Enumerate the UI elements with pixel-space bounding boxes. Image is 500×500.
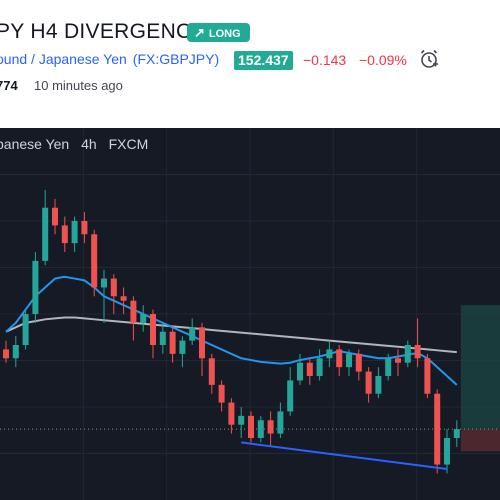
candle-body	[81, 221, 88, 235]
candle-body	[199, 327, 205, 359]
candle-body	[424, 358, 431, 394]
candle-body	[444, 438, 450, 465]
chart-plot[interactable]	[0, 128, 500, 500]
candle-body	[218, 384, 225, 403]
divergence-trendline	[241, 441, 448, 470]
posted-time: 10 minutes ago	[34, 78, 123, 93]
candle-body	[375, 376, 382, 394]
price-chart[interactable]	[0, 128, 500, 500]
badge-label: LONG	[208, 28, 241, 40]
ma-slow-line	[5, 316, 457, 354]
candle-body	[238, 415, 245, 425]
candle-body	[414, 345, 421, 359]
candle-body	[297, 362, 303, 381]
candle-body	[434, 393, 441, 465]
candle-body	[346, 353, 352, 368]
candle-body	[130, 300, 137, 323]
candle-body	[12, 345, 19, 359]
candle-body	[32, 260, 39, 314]
target-zone	[460, 305, 500, 430]
candle-body	[365, 371, 372, 394]
legend-interval: 4h	[81, 136, 97, 152]
candle-body	[208, 358, 215, 385]
candle-body	[42, 207, 49, 261]
arrow-up-right-icon: ↗	[194, 25, 205, 40]
candle-body	[277, 411, 284, 434]
candle-body	[316, 358, 323, 376]
legend-exchange: FXCM	[108, 136, 149, 152]
idea-title: PY H4 DIVERGENCE	[0, 20, 206, 43]
candle-body	[150, 314, 156, 345]
price-badge: 152.437	[234, 51, 293, 70]
candle-body	[228, 402, 235, 425]
ticker-link[interactable]: (FX:GBPJPY)	[132, 51, 220, 67]
candle-body	[287, 380, 294, 412]
candle-body	[189, 327, 196, 341]
candle-body	[3, 349, 9, 359]
symbol-name[interactable]: ound / Japanese Yen	[0, 51, 127, 67]
ma-fast-line	[5, 275, 458, 386]
candle-body	[385, 358, 392, 376]
long-badge: ↗ LONG	[187, 23, 250, 42]
candle-body	[71, 221, 78, 244]
candle-body	[169, 331, 176, 354]
price-change-percent: −0.09%	[359, 52, 407, 68]
candle-body	[404, 345, 411, 363]
candle-body	[306, 362, 313, 376]
view-count: 774	[0, 78, 18, 93]
idea-meta: 774 10 minutes ago	[0, 78, 123, 93]
candle-body	[453, 429, 460, 438]
candle-body	[91, 234, 98, 288]
candle-body	[159, 331, 166, 345]
candle-body	[248, 415, 254, 438]
candle-body	[101, 278, 107, 288]
candle-body	[395, 358, 401, 363]
candle-body	[326, 349, 333, 359]
candle-body	[179, 340, 186, 354]
legend-symbol: panese Yen	[0, 136, 70, 152]
idea-header: PY H4 DIVERGENCE ↗ LONG ound / Japanese Y…	[0, 0, 500, 128]
stop-zone	[460, 429, 500, 452]
chart-legend: panese Yen 4h FXCM	[0, 136, 156, 152]
candle-body	[336, 349, 343, 368]
symbol-link[interactable]: ound / Japanese Yen (FX:GBPJPY)	[0, 51, 219, 67]
candle-body	[120, 296, 127, 301]
candle-body	[61, 225, 68, 244]
candle-body	[267, 420, 274, 434]
alarm-clock-icon[interactable]	[418, 48, 440, 70]
candle-body	[140, 314, 147, 323]
candle-body	[110, 278, 117, 297]
candle-body	[22, 314, 29, 345]
price-change: −0.143	[303, 52, 347, 68]
candle-body	[257, 420, 264, 438]
candle-body	[52, 207, 58, 226]
candle-body	[355, 353, 362, 372]
